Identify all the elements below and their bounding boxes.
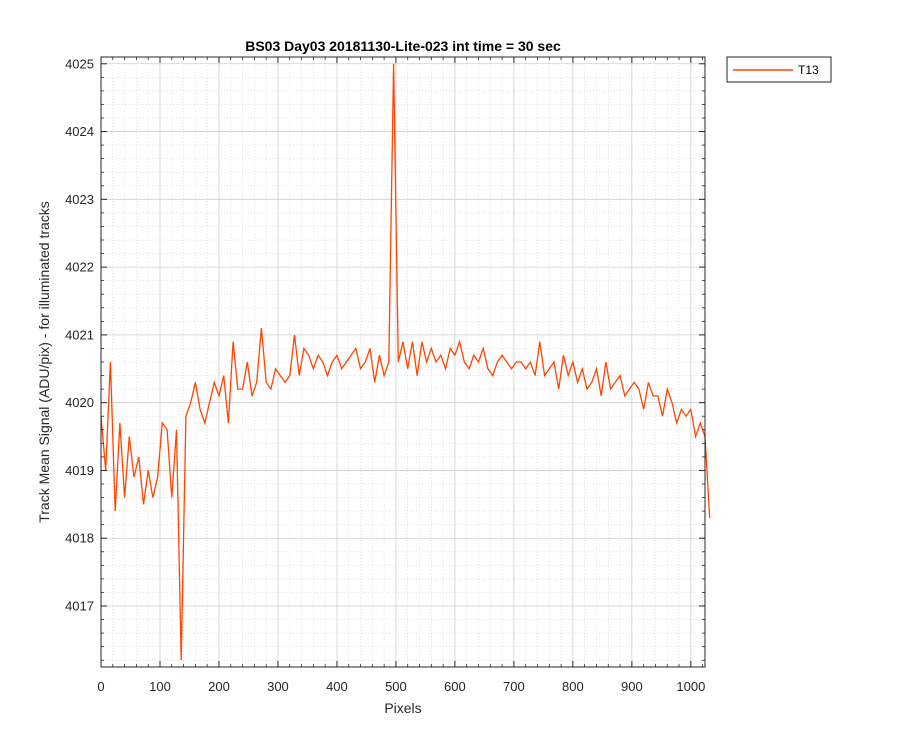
x-tick-label: 400 <box>326 679 348 694</box>
tick-labels: 0 100 200 300 400 500 600 700 800 900 1000 4017 4018… <box>65 56 705 694</box>
chart-title: BS03 Day03 20181130-Lite-023 int time = … <box>245 38 561 54</box>
x-tick-label: 800 <box>562 679 584 694</box>
y-tick-label: 4018 <box>65 531 94 546</box>
x-tick-label: 300 <box>267 679 289 694</box>
x-tick-label: 900 <box>621 679 643 694</box>
x-tick-label: 100 <box>149 679 171 694</box>
x-tick-label: 600 <box>444 679 466 694</box>
plot-area <box>101 57 705 667</box>
y-axis-label: Track Mean Signal (ADU/pix) - for illumi… <box>36 201 52 523</box>
axes-frame <box>100 56 706 668</box>
y-tick-label: 4024 <box>65 124 94 139</box>
y-tick-label: 4021 <box>65 327 94 342</box>
x-tick-label: 0 <box>97 679 104 694</box>
grid-lines <box>100 57 705 667</box>
y-tick-label: 4020 <box>65 395 94 410</box>
legend[interactable]: T13 <box>726 56 832 83</box>
x-tick-label: 200 <box>208 679 230 694</box>
series-layer <box>100 63 711 661</box>
x-tick-label: 1000 <box>676 679 705 694</box>
y-tick-label: 4019 <box>65 463 94 478</box>
x-tick-label: 500 <box>385 679 407 694</box>
x-axis-label: Pixels <box>384 700 421 716</box>
series-line-t13 <box>100 63 711 661</box>
x-tick-label: 700 <box>503 679 525 694</box>
y-tick-label: 4022 <box>65 260 94 275</box>
legend-label-t13: T13 <box>798 63 819 77</box>
y-tick-label: 4025 <box>65 56 94 71</box>
y-tick-label: 4017 <box>65 599 94 614</box>
y-tick-label: 4023 <box>65 192 94 207</box>
